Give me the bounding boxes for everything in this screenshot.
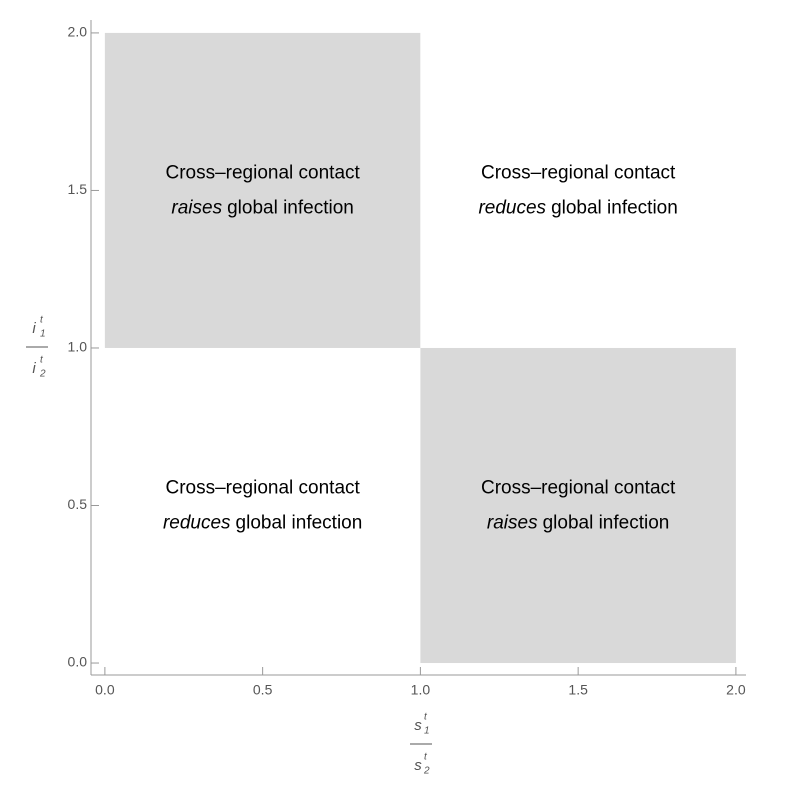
y-tick-label: 2.0 [68,24,88,40]
region-emphasis: raises [487,513,538,534]
region-label: reduces global infection [163,513,362,534]
y-tick-label: 0.5 [68,496,88,512]
region [420,347,736,664]
axis-label-base: i [32,320,36,337]
region-label: raises global infection [487,513,669,534]
region-text: global infection [227,197,354,218]
y-tick-label: 0.0 [68,654,88,670]
axis-label-sup: t [424,752,428,763]
region-emphasis: reduces [478,197,546,218]
region-emphasis: reduces [163,513,231,534]
axis-label-sup: t [40,315,44,326]
region-text: global infection [236,513,363,534]
axis-label-sub: 1 [424,726,430,737]
region-text: global infection [551,197,678,218]
axis-label-base: s [414,757,422,774]
y-tick-label: 1.0 [68,339,88,355]
axis-label-base: s [414,717,422,734]
region-emphasis: raises [171,197,222,218]
region-label: Cross–regional contact [481,162,676,183]
axis-label-sub: 1 [40,329,46,340]
x-tick-label: 0.0 [95,682,115,698]
axis-label-sup: t [424,712,428,723]
x-tick-label: 0.5 [253,682,273,698]
axis-label-sub: 2 [39,369,46,380]
x-tick-label: 1.0 [411,682,431,698]
region-label: Cross–regional contact [165,162,360,183]
x-tick-label: 2.0 [726,682,746,698]
region [420,32,736,348]
axis-label-sup: t [40,355,44,366]
region-label: Cross–regional contact [481,478,676,499]
axis-label-base: i [32,360,36,377]
x-tick-label: 1.5 [568,682,588,698]
region-label: raises global infection [171,197,353,218]
axis-label-sub: 2 [423,766,430,777]
y-tick-label: 1.5 [68,181,88,197]
region-label: reduces global infection [478,197,677,218]
region [104,32,421,348]
region [104,347,421,664]
region-label: Cross–regional contact [165,478,360,499]
region-text: global infection [543,513,670,534]
